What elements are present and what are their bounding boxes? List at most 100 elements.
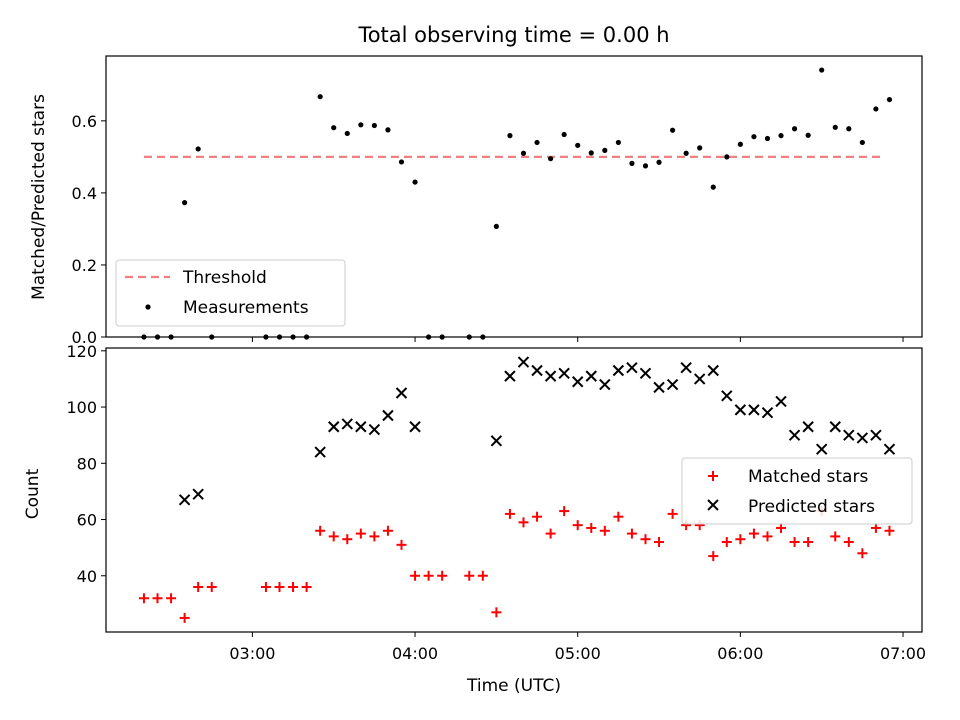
predicted-marker-b: [815, 443, 828, 455]
measurement-point: [385, 127, 391, 133]
predicted-marker-b: [544, 370, 557, 382]
predicted-marker-b: [693, 373, 706, 385]
x-axis-label: Time (UTC): [466, 676, 561, 696]
measurement-point: [819, 67, 825, 73]
measurement-point: [737, 141, 743, 147]
matched-star-marker: [654, 537, 665, 548]
predicted-star-marker: [883, 443, 896, 455]
measurement-point: [588, 150, 594, 156]
measurement-point: [791, 126, 798, 132]
predicted-star-marker: [490, 435, 503, 447]
predicted-marker-b: [504, 370, 516, 382]
predicted-star-marker: [558, 367, 570, 380]
measurement-point: [317, 94, 323, 100]
matched-star-marker: [803, 537, 814, 548]
bottom-legend-box: [681, 457, 913, 525]
bottom-panel: Count 40 60 80 100 120 03:00 04:00 05:00 06:00 07…: [23, 342, 926, 696]
matched-star-marker: [708, 551, 719, 562]
y-tick-label: 0.2: [72, 256, 97, 275]
matched-star-marker: [138, 593, 149, 604]
y-tick-label: 120: [66, 342, 97, 361]
predicted-star-marker: [599, 378, 611, 391]
predicted-star-marker: [192, 488, 204, 500]
predicted-marker-b: [178, 494, 191, 506]
measurement-point: [561, 131, 567, 138]
y-tick-label: 0.4: [72, 184, 97, 203]
measurement-point: [398, 159, 405, 165]
measurement-point: [859, 139, 865, 146]
matched-star-marker: [369, 531, 380, 542]
y-tick-label: 100: [66, 398, 97, 417]
matched-star-marker: [830, 531, 841, 542]
bottom-axes-ticks: 40 60 80 100 120 03:00 04:00 05:00 06:00 07:00: [66, 342, 926, 663]
matched-star-marker: [762, 531, 773, 542]
measurement-point: [547, 156, 554, 162]
matched-star-marker: [572, 520, 583, 531]
measurement-point: [656, 159, 662, 165]
matched-star-marker: [423, 570, 434, 581]
predicted-marker-b: [870, 429, 882, 441]
predicted-marker-b: [490, 435, 503, 447]
predicted-marker-b: [748, 404, 760, 416]
predicted-marker-b: [612, 364, 625, 377]
matched-star-marker: [599, 525, 610, 536]
predicted-marker-b: [395, 387, 408, 399]
predicted-marker-b: [829, 421, 841, 433]
predicted-star-marker: [748, 404, 760, 416]
legend-measurements-label: Measurements: [183, 298, 309, 318]
legend-matched-label: Matched stars: [748, 467, 868, 487]
matched-star-marker: [382, 525, 393, 536]
bottom-y-axis-label: Count: [23, 468, 43, 519]
matched-star-marker: [586, 522, 597, 533]
predicted-marker-b: [734, 404, 747, 416]
predicted-star-marker: [612, 364, 625, 377]
matched-star-marker: [843, 537, 854, 548]
measurement-point: [534, 139, 540, 146]
legend-threshold-label: Threshold: [182, 268, 267, 288]
predicted-marker-b: [707, 364, 719, 377]
matched-star-marker: [748, 528, 759, 539]
top-legend-box: [115, 259, 346, 327]
predicted-star-marker: [341, 418, 353, 430]
bottom-legend: Matched stars Predicted stars: [681, 457, 913, 525]
matched-star-marker: [274, 582, 285, 593]
matched-star-marker: [545, 528, 556, 539]
matched-star-marker: [152, 593, 163, 604]
measurement-point: [724, 154, 730, 160]
predicted-star-marker: [721, 390, 733, 402]
measurement-point: [629, 160, 635, 166]
predicted-marker-b: [531, 364, 543, 377]
matched-star-marker: [640, 534, 651, 545]
legend-predicted-label: Predicted stars: [748, 497, 875, 517]
matched-star-marker: [328, 531, 339, 542]
predicted-star-marker: [382, 409, 394, 422]
measurement-point: [182, 200, 188, 206]
measurement-point: [412, 179, 418, 185]
top-y-axis-label: Matched/Predicted stars: [29, 94, 49, 300]
measurement-point: [493, 223, 499, 230]
predicted-star-marker: [761, 406, 774, 419]
predicted-marker-b: [843, 429, 855, 441]
bottom-axes-frame: [105, 347, 923, 633]
x-tick-label: 06:00: [717, 644, 763, 663]
matched-star-marker: [355, 528, 366, 539]
predicted-marker-b: [639, 367, 652, 380]
matched-star-marker: [626, 528, 637, 539]
measurement-point: [520, 150, 527, 156]
predicted-marker-b: [517, 356, 530, 368]
predicted-marker-b: [328, 421, 340, 433]
predicted-marker-b: [341, 418, 353, 430]
predicted-star-marker: [178, 494, 191, 506]
matched-star-marker: [721, 537, 732, 548]
predicted-star-marker: [734, 404, 747, 416]
predicted-marker-b: [802, 421, 814, 433]
measurement-point: [886, 96, 893, 103]
predicted-star-marker: [802, 421, 814, 433]
predicted-marker-b: [368, 423, 381, 436]
matched-star-marker: [342, 534, 353, 545]
measurement-point: [683, 150, 689, 156]
predicted-marker-b: [558, 367, 570, 380]
top-panel: Matched/Predicted stars 0.0 0.2 0.4 0.6 Thr…: [29, 55, 923, 347]
predicted-star-marker: [666, 378, 679, 391]
